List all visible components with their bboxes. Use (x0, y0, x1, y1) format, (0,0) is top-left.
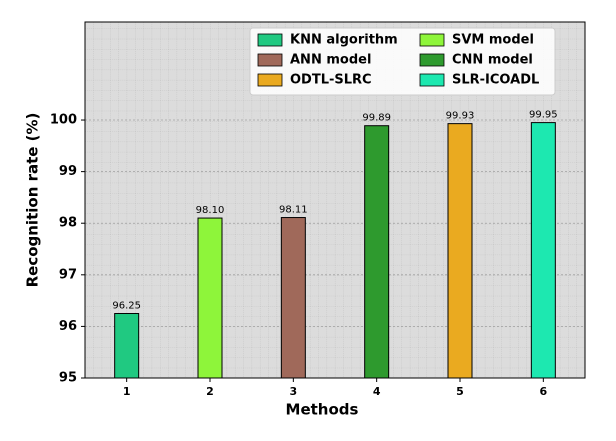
legend-label: ODTL-SLRC (290, 73, 372, 88)
bar (280, 217, 306, 379)
bar (364, 125, 390, 379)
bar (447, 123, 473, 379)
x-tick-label: 6 (540, 385, 548, 398)
x-tick-label: 4 (373, 385, 381, 398)
legend-swatch (257, 33, 283, 47)
x-tick-label: 5 (456, 385, 464, 398)
y-tick-label: 96 (59, 319, 77, 334)
y-axis-label: Recognition rate (%) (24, 113, 42, 288)
x-axis-label: Methods (286, 401, 359, 419)
value-label: 98.10 (196, 205, 225, 216)
legend-label: CNN model (452, 53, 533, 68)
legend-label: SLR-ICOADL (452, 73, 539, 88)
y-tick-label: 100 (50, 113, 77, 128)
legend-swatch (257, 53, 283, 67)
legend-swatch (257, 73, 283, 87)
value-label: 98.11 (279, 205, 308, 216)
value-label: 99.89 (362, 113, 391, 124)
y-tick-label: 95 (59, 371, 77, 386)
legend-swatch (419, 33, 445, 47)
bar (114, 313, 140, 379)
legend-label: ANN model (290, 53, 371, 68)
legend-label: SVM model (452, 33, 534, 48)
value-label: 96.25 (112, 301, 141, 312)
y-tick-label: 97 (59, 267, 77, 282)
legend-swatch (419, 53, 445, 67)
bar (530, 122, 556, 379)
y-tick-label: 99 (59, 164, 77, 179)
value-label: 99.95 (529, 110, 558, 121)
bar (197, 217, 223, 379)
plot-frame (84, 21, 586, 379)
x-tick-label: 1 (123, 385, 131, 398)
x-tick-label: 3 (290, 385, 298, 398)
legend-box (249, 27, 556, 96)
y-tick-label: 98 (59, 216, 77, 231)
legend-label: KNN algorithm (290, 33, 398, 48)
x-tick-label: 2 (206, 385, 214, 398)
legend-swatch (419, 73, 445, 87)
value-label: 99.93 (446, 111, 475, 122)
